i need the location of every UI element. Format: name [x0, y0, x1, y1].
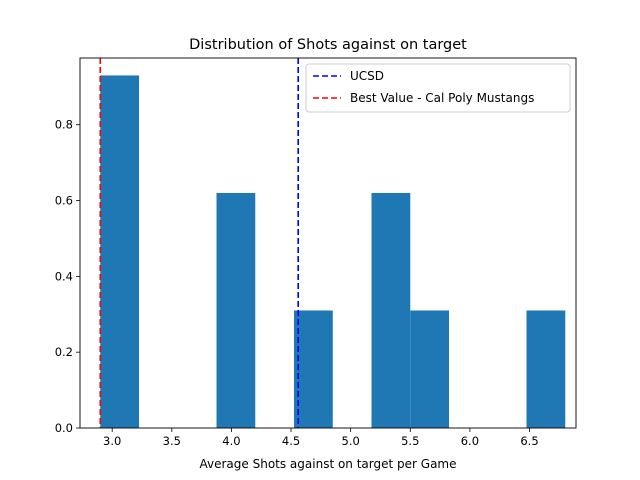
histogram-bar [526, 310, 566, 428]
histogram-bar [410, 310, 450, 428]
legend-label: Best Value - Cal Poly Mustangs [350, 91, 534, 105]
x-tick-label: 6.5 [520, 434, 538, 448]
y-tick-label: 0.2 [55, 345, 73, 359]
chart-title: Distribution of Shots against on target [189, 37, 467, 53]
legend-label: UCSD [350, 69, 384, 83]
y-tick-label: 0.8 [55, 118, 73, 132]
legend-box [305, 63, 571, 113]
x-tick-label: 4.0 [222, 434, 240, 448]
x-axis-label: Average Shots against on target per Game [200, 457, 457, 471]
y-tick-label: 0.6 [55, 194, 73, 208]
x-tick-label: 5.0 [342, 434, 360, 448]
x-tick-label: 5.5 [401, 434, 419, 448]
x-tick-label: 3.5 [163, 434, 181, 448]
y-tick-label: 0.4 [55, 269, 73, 283]
y-tick-label: 0.0 [55, 421, 73, 435]
plot-area-frame [79, 57, 577, 429]
x-tick-label: 4.5 [282, 434, 300, 448]
histogram-bar [216, 192, 256, 428]
x-tick-label: 3.0 [103, 434, 121, 448]
reference-lines-group [99, 58, 299, 428]
histogram-bar [371, 192, 411, 428]
histogram-bar [100, 75, 140, 428]
x-axis-ticks: 3.0 3.5 4.0 4.5 5.0 5.5 6.0 6.5 [103, 428, 539, 448]
bars-group [100, 75, 566, 428]
histogram-bar [294, 310, 333, 428]
y-axis-ticks: 0.0 0.2 0.4 0.6 0.8 [55, 118, 80, 435]
legend: UCSD Best Value - Cal Poly Mustangs [305, 63, 571, 113]
x-tick-label: 6.0 [461, 434, 479, 448]
